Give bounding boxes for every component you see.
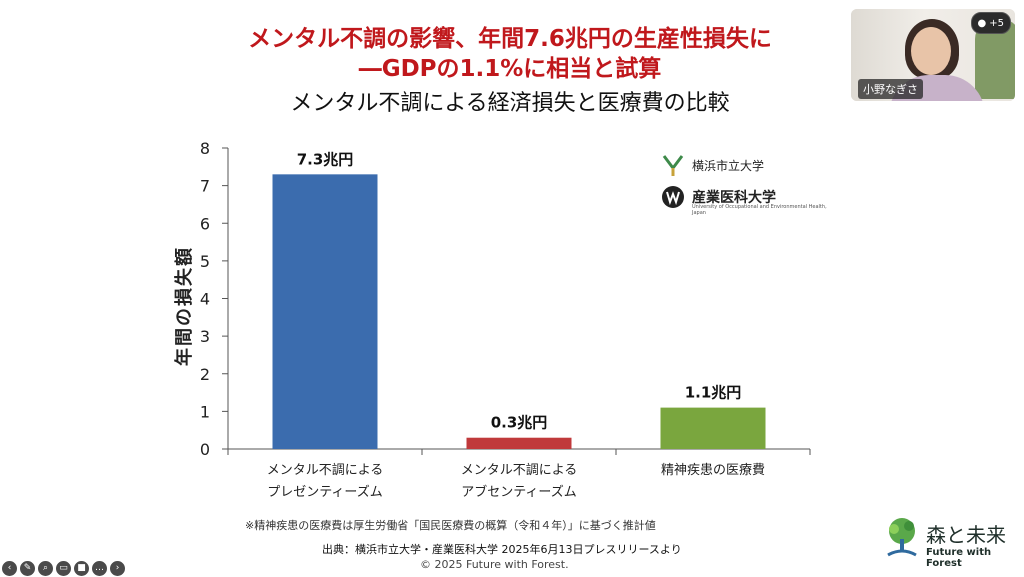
x-category-label: アブセンティーズム (461, 484, 577, 500)
x-category-label: プレゼンティーズム (267, 484, 383, 500)
participant-face (911, 27, 951, 75)
uoeh-english-name: University of Occupational and Environme… (692, 204, 827, 216)
x-category-label: メンタル不調による (461, 463, 578, 478)
y-tick-label: 3 (200, 327, 210, 346)
uoeh-name: 産業医科大学 (692, 190, 776, 206)
bar-data-label: 0.3兆円 (491, 414, 548, 432)
slide-title-line1: メンタル不調の影響、年間7.6兆円の生産性損失に (248, 26, 772, 52)
y-tick-label: 7 (200, 177, 210, 196)
pen-icon[interactable]: ✎ (20, 560, 35, 576)
bar (466, 437, 572, 449)
uoeh-emblem-icon (662, 186, 684, 208)
bar-data-label: 1.1兆円 (685, 384, 742, 402)
bar-data-label: 7.3兆円 (297, 150, 354, 168)
y-tick-label: 4 (200, 290, 210, 309)
participant-count-button[interactable]: ● +5 (970, 12, 1011, 34)
slide-title-line2: ―GDPの1.1%に相当と試算 (358, 56, 662, 82)
footnote: ※精神疾患の医療費は厚生労働省「国民医療費の概算（令和４年）」に基づく推計値 (245, 519, 656, 532)
bar (660, 407, 766, 449)
y-tick-label: 1 (200, 402, 210, 421)
source-citation: 出典：横浜市立大学・産業医科大学 2025年6月13日プレスリリースより (322, 543, 682, 556)
zoom-icon[interactable]: ⌕ (38, 560, 53, 576)
presenter-toolbar: ‹ ✎ ⌕ ▭ ■ … › (2, 560, 125, 576)
camera-icon[interactable]: ■ (74, 560, 89, 576)
copyright: © 2025 Future with Forest. (420, 558, 569, 571)
y-tick-label: 8 (200, 139, 210, 158)
participant-name: 小野なぎさ (858, 79, 923, 99)
uoeh-logo: 産業医科大学 (660, 184, 776, 210)
y-tick-label: 2 (200, 365, 210, 384)
person-icon: ● (977, 17, 987, 29)
ycu-name: 横浜市立大学 (692, 158, 765, 173)
more-icon[interactable]: … (92, 560, 107, 576)
y-tick-label: 6 (200, 214, 210, 233)
x-category-label: 精神疾患の医療費 (661, 463, 765, 478)
future-with-forest-logo: 森と未来 Future with Forest (884, 517, 1016, 569)
ycu-logo: 横浜市立大学 (660, 152, 764, 178)
tree-logo-icon (887, 518, 917, 557)
forward-icon[interactable]: › (110, 560, 125, 576)
participant-count: +5 (989, 17, 1004, 29)
y-tick-label: 0 (200, 440, 210, 459)
y-axis-label: 年間の損失額 (174, 246, 195, 366)
ycu-emblem-icon (662, 155, 684, 176)
captions-icon[interactable]: ▭ (56, 560, 71, 576)
y-tick-label: 5 (200, 252, 210, 271)
brand-title: 森と未来 (926, 523, 1006, 547)
back-icon[interactable]: ‹ (2, 560, 17, 576)
brand-subtitle: Future with Forest (926, 547, 992, 569)
university-logos: 横浜市立大学 産業医科大学 University of Occupational… (660, 152, 840, 222)
bar (272, 174, 378, 449)
participant-video-tile[interactable]: 小野なぎさ ● +5 (851, 9, 1015, 101)
x-category-label: メンタル不調による (267, 463, 384, 478)
chart-subtitle: メンタル不調による経済損失と医療費の比較 (290, 91, 730, 116)
